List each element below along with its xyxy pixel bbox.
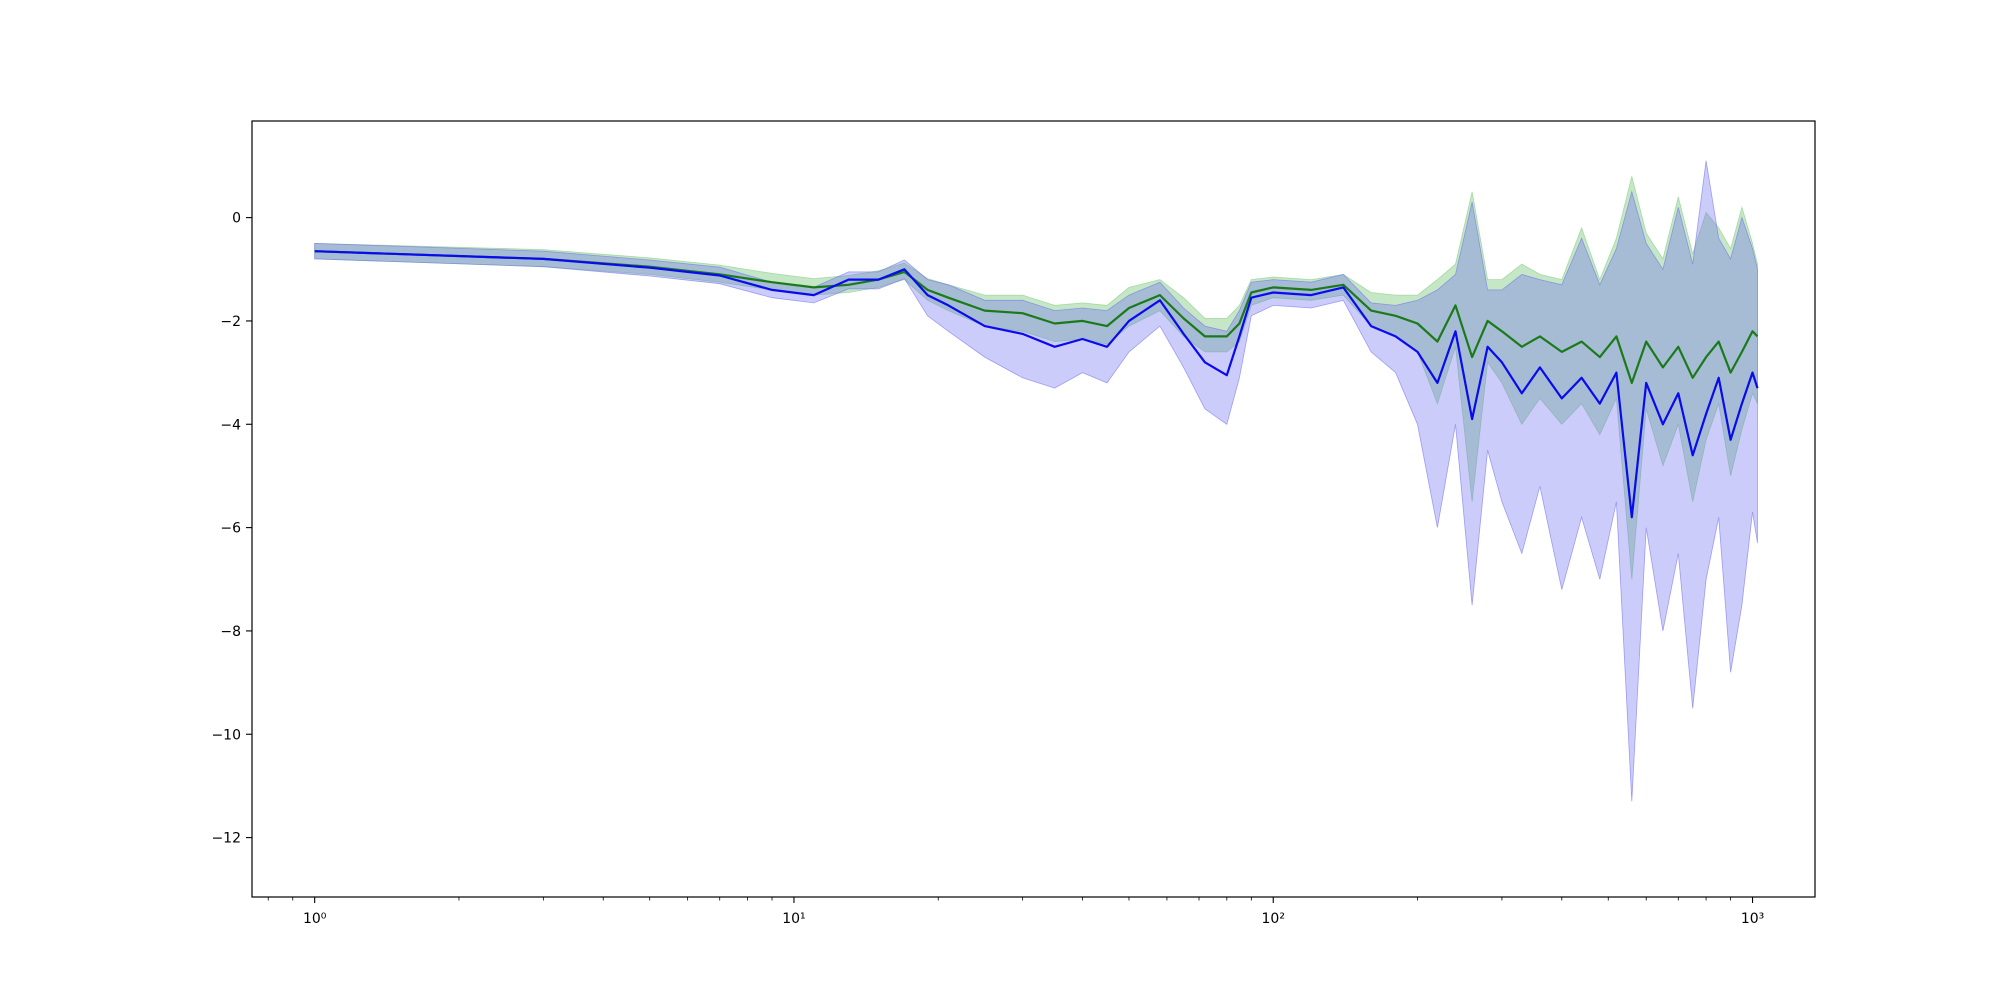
y-tick-label: −8 bbox=[220, 624, 241, 640]
series-2-band bbox=[314, 160, 1758, 802]
y-tick-label: −10 bbox=[211, 727, 241, 743]
x-tick-label: 10¹ bbox=[782, 911, 805, 927]
series-2-line bbox=[314, 250, 1759, 519]
y-tick-label: −4 bbox=[220, 417, 241, 433]
x-tick-label: 10⁰ bbox=[303, 911, 327, 927]
y-tick-label: −12 bbox=[211, 831, 241, 847]
confidence-bands bbox=[314, 160, 1758, 802]
y-axis-ticks: 0 −2 −4 −6 −8 −10 −12 bbox=[211, 211, 252, 847]
y-tick-label: −2 bbox=[220, 314, 241, 330]
x-axis-ticks: 10⁰ 10¹ 10² 10³ bbox=[267, 897, 1764, 927]
series-lines bbox=[314, 250, 1759, 519]
x-tick-label: 10² bbox=[1262, 911, 1285, 927]
y-tick-label: −6 bbox=[220, 521, 241, 537]
x-tick-label: 10³ bbox=[1741, 911, 1764, 927]
y-tick-label: 0 bbox=[232, 211, 241, 227]
plot-area-frame bbox=[251, 120, 1816, 898]
